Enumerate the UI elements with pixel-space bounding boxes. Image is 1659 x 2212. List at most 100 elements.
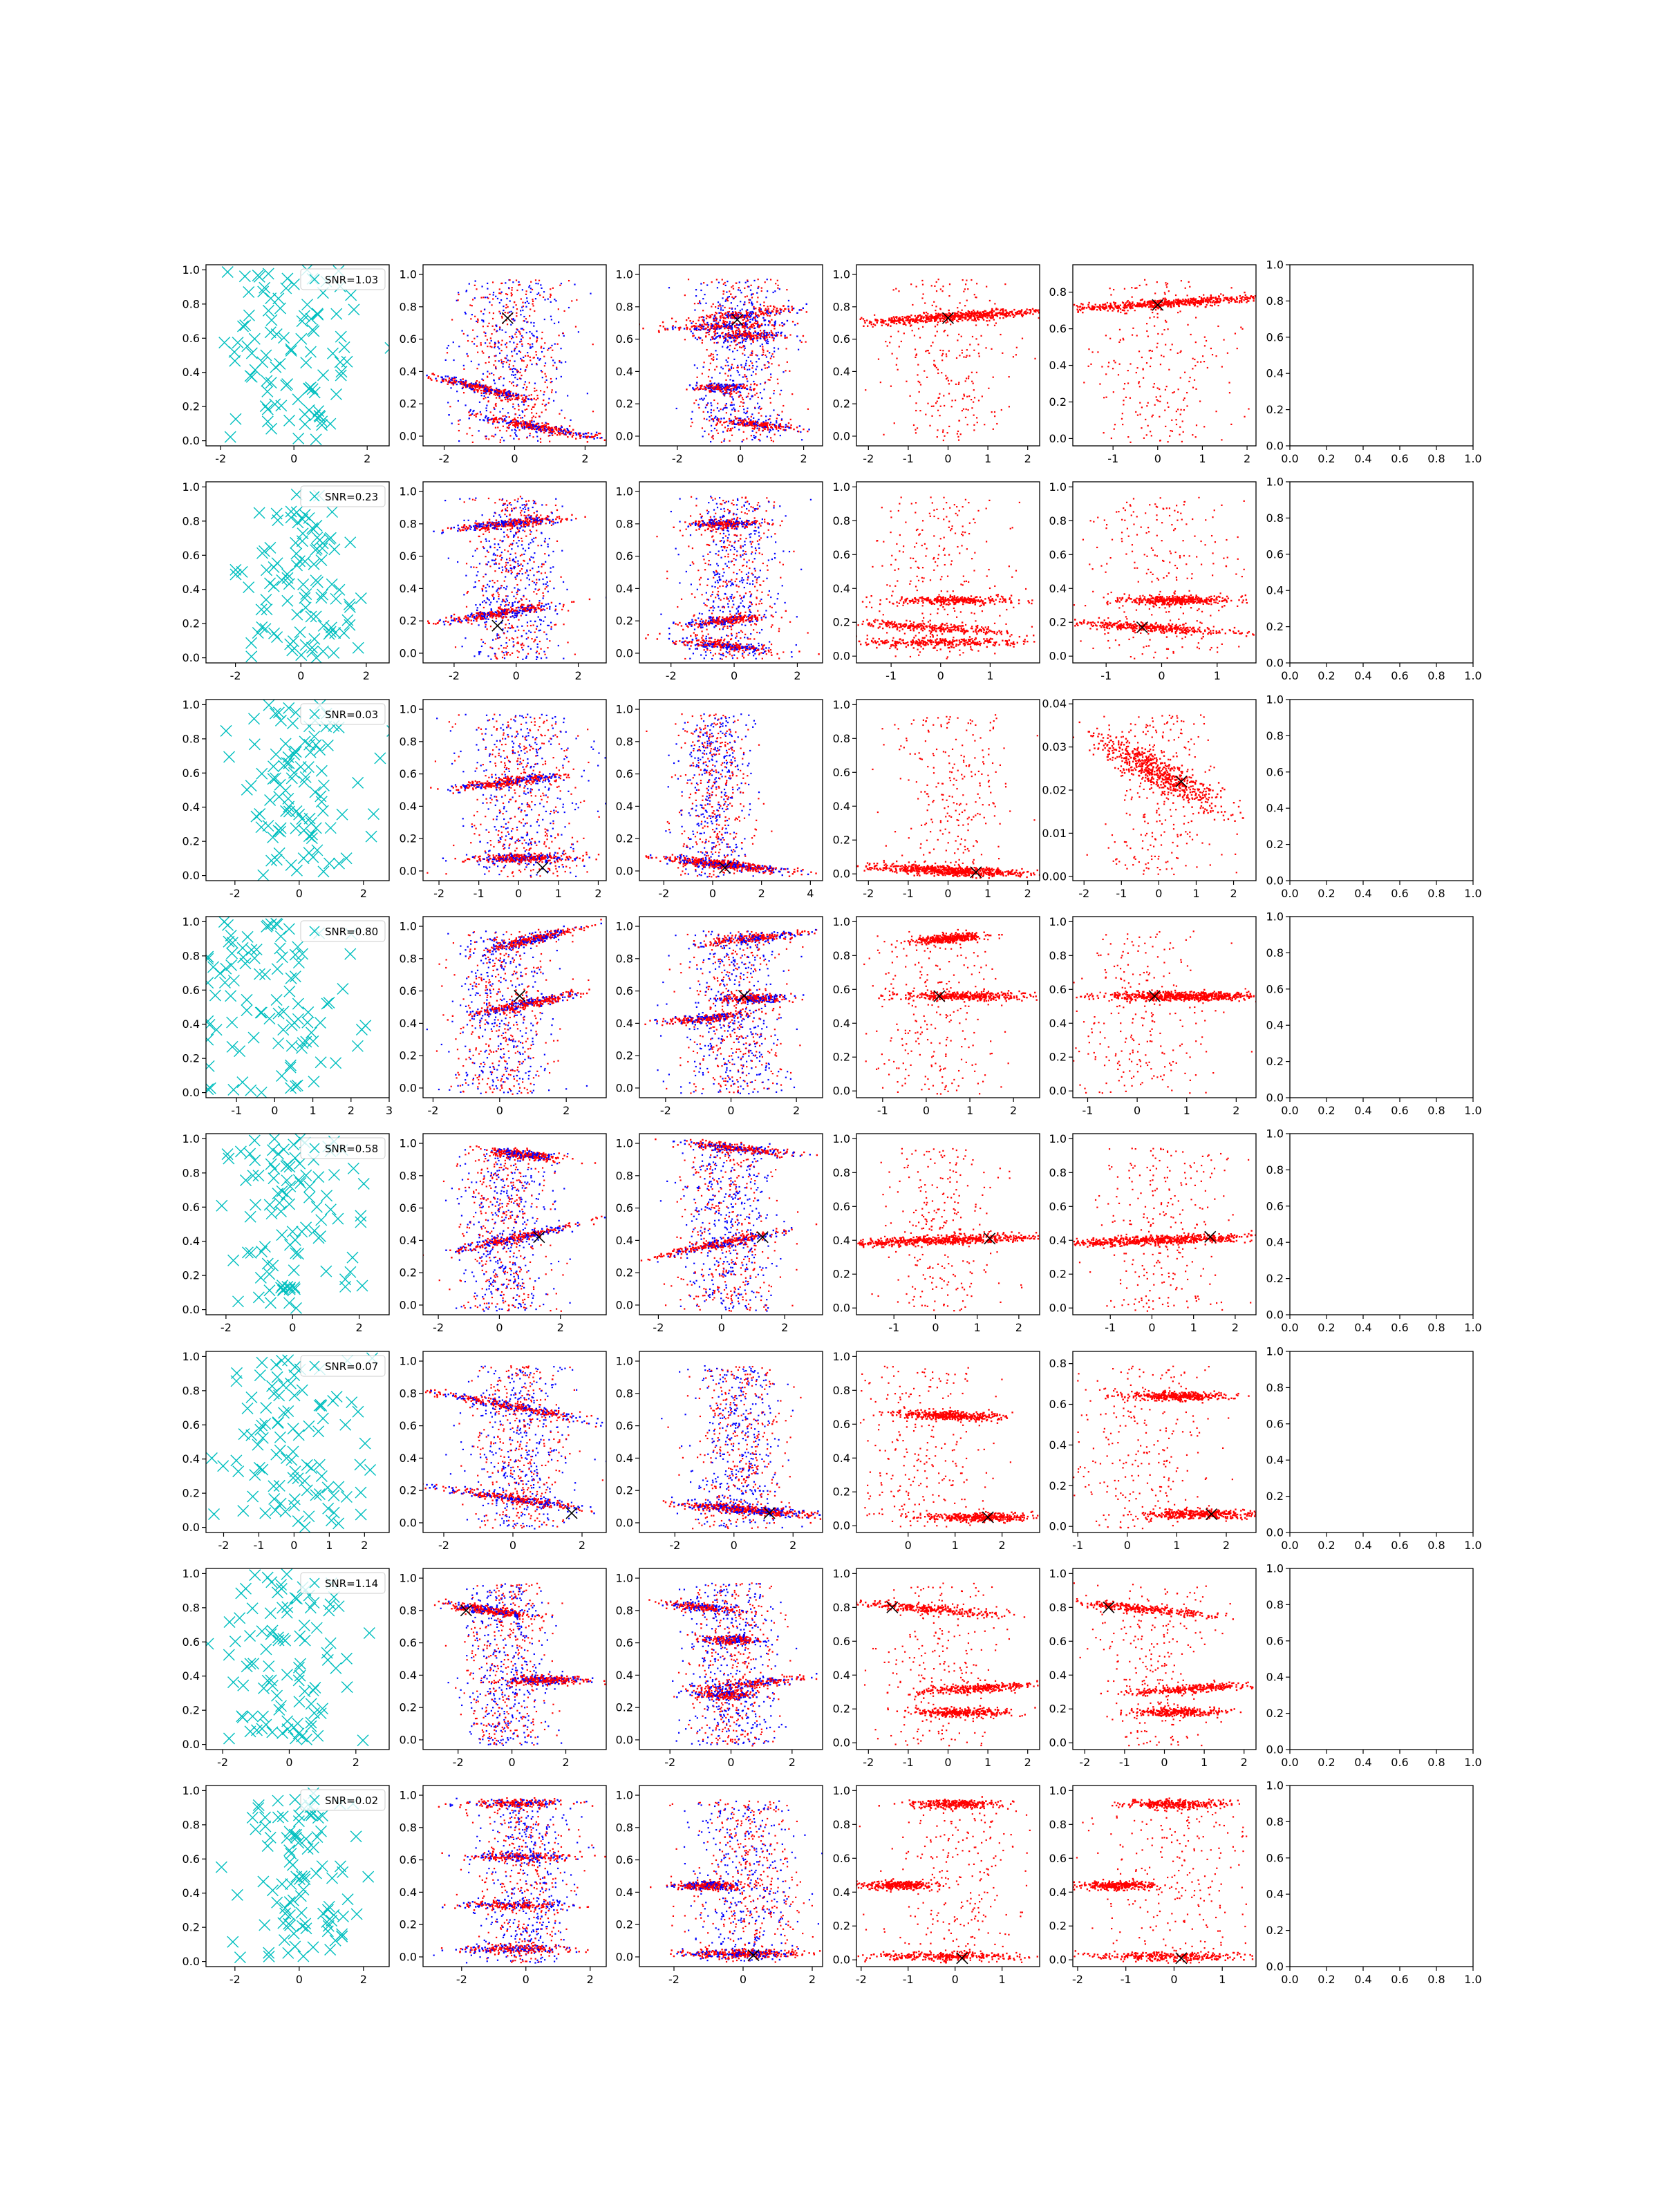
red-point (967, 377, 970, 379)
red-point (728, 315, 730, 317)
red-point (1046, 313, 1047, 315)
red-point (525, 395, 527, 398)
red-point (489, 391, 491, 393)
red-point (1172, 301, 1174, 303)
red-point (509, 368, 512, 371)
blue-point (693, 364, 696, 366)
red-point (529, 422, 532, 424)
red-point (469, 383, 471, 385)
red-point (1099, 383, 1101, 385)
red-point (984, 424, 986, 426)
blue-point (482, 319, 485, 321)
blue-point (531, 399, 533, 401)
red-point (1165, 301, 1167, 303)
red-point (1209, 299, 1211, 301)
red-point (958, 333, 960, 335)
red-point (498, 418, 500, 420)
blue-point (722, 309, 724, 311)
blue-point (505, 331, 507, 333)
blue-point (746, 422, 749, 424)
red-point (972, 312, 974, 315)
red-point (782, 429, 785, 431)
red-point (1157, 302, 1160, 304)
blue-point (534, 382, 536, 384)
red-point (1117, 304, 1119, 307)
red-point (1096, 309, 1098, 311)
blue-point (511, 395, 513, 397)
blue-point (463, 384, 465, 386)
red-point (529, 425, 531, 427)
blue-point (716, 326, 719, 328)
blue-point (554, 362, 556, 364)
red-point (776, 307, 778, 310)
red-point (1196, 301, 1199, 303)
red-point (766, 423, 768, 426)
red-point (732, 332, 735, 335)
red-point (1254, 295, 1256, 297)
red-point (1006, 315, 1008, 317)
red-point (489, 386, 491, 388)
blue-point (722, 335, 724, 337)
red-point (518, 438, 520, 440)
blue-point (595, 431, 598, 433)
red-point (1024, 310, 1027, 312)
red-point (1154, 303, 1156, 306)
red-point (1113, 359, 1115, 362)
red-point (949, 317, 951, 320)
red-point (559, 360, 561, 362)
red-point (750, 324, 753, 326)
red-point (933, 359, 935, 362)
blue-point (731, 409, 733, 411)
blue-point (723, 417, 725, 420)
blue-point (706, 418, 708, 420)
red-point (482, 379, 485, 382)
sample-point (228, 346, 241, 358)
blue-point (737, 371, 740, 373)
blue-point (710, 339, 712, 341)
red-point (779, 308, 781, 310)
red-point (775, 309, 778, 312)
red-point (1122, 337, 1124, 339)
red-point (740, 385, 742, 387)
blue-point (552, 400, 555, 402)
red-point (987, 315, 989, 317)
red-point (890, 335, 892, 337)
red-point (1287, 297, 1288, 298)
red-point (1002, 312, 1004, 314)
red-point (492, 298, 494, 300)
red-point (1148, 350, 1150, 352)
blue-point (737, 332, 739, 335)
red-point (722, 321, 724, 324)
red-point (772, 339, 775, 341)
blue-point (499, 411, 501, 413)
red-point (1159, 388, 1161, 391)
red-point (939, 308, 941, 310)
red-point (692, 320, 695, 323)
blue-point (695, 327, 698, 329)
red-point (476, 388, 478, 391)
red-point (994, 303, 996, 305)
red-point (480, 342, 482, 344)
red-point (709, 362, 711, 364)
red-point (1087, 303, 1089, 306)
red-point (973, 319, 975, 321)
red-point (779, 393, 781, 395)
red-point (713, 331, 715, 333)
red-point (1145, 303, 1147, 306)
red-point (709, 315, 711, 317)
red-point (800, 341, 803, 344)
red-point (718, 385, 720, 388)
blue-point (608, 440, 609, 442)
red-point (746, 313, 748, 316)
red-point (1244, 297, 1246, 299)
red-point (762, 346, 764, 348)
red-point (756, 425, 758, 427)
blue-point (774, 290, 776, 292)
blue-point (525, 395, 528, 397)
red-point (1018, 312, 1020, 315)
blue-point (524, 422, 526, 425)
red-point (1089, 308, 1091, 310)
red-point (535, 362, 538, 365)
red-point (1015, 312, 1018, 315)
red-point (536, 341, 538, 343)
